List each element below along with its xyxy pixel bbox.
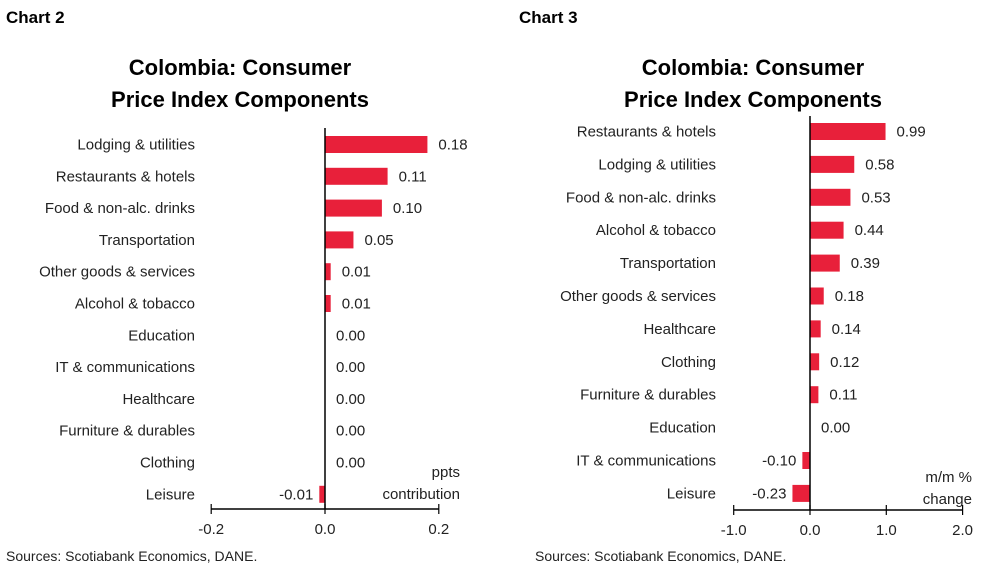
value-label: 0.44 — [855, 222, 884, 239]
category-label: Restaurants & hotels — [56, 168, 195, 185]
unit-label-line-1: m/m % — [925, 469, 972, 486]
value-label: 0.00 — [336, 455, 365, 472]
value-label: 0.18 — [438, 137, 467, 154]
category-label: Clothing — [140, 455, 195, 472]
value-label: 0.58 — [865, 156, 894, 173]
value-label: 0.14 — [832, 321, 861, 338]
category-label: Education — [649, 420, 716, 437]
value-label: 0.00 — [336, 359, 365, 376]
bar — [810, 353, 820, 371]
bar — [810, 221, 844, 239]
category-label: Food & non-alc. drinks — [45, 200, 195, 217]
bar — [325, 136, 428, 153]
value-label: 0.39 — [851, 255, 880, 272]
value-label: 0.99 — [897, 124, 926, 141]
bar — [810, 155, 855, 173]
category-label: Lodging & utilities — [598, 156, 716, 173]
chart-3-plot: Restaurants & hotels 0.99 Lodging & utilit… — [560, 116, 973, 539]
bar — [810, 287, 824, 305]
x-tick-label: 0.2 — [428, 521, 449, 538]
category-label: Transportation — [99, 232, 195, 249]
value-label: 0.11 — [829, 387, 857, 404]
bar — [325, 231, 354, 249]
x-tick-label: 1.0 — [876, 522, 897, 539]
category-label: Other goods & services — [39, 264, 195, 281]
bar — [810, 188, 851, 206]
bar — [325, 295, 331, 312]
chart-label: Chart 2 — [6, 8, 65, 27]
value-label: 0.00 — [821, 420, 850, 437]
category-label: Furniture & durables — [59, 423, 195, 440]
value-label: -0.01 — [279, 486, 313, 503]
category-label: Education — [128, 327, 195, 344]
chart-title-line-2: Price Index Components — [624, 87, 882, 112]
category-label: Transportation — [620, 255, 716, 272]
category-label: IT & communications — [576, 453, 716, 470]
x-tick-label: 2.0 — [952, 522, 973, 539]
value-label: 0.12 — [830, 354, 859, 371]
x-tick-label: -0.2 — [198, 521, 224, 538]
x-tick-label: -1.0 — [721, 522, 747, 539]
category-label: Lodging & utilities — [77, 137, 195, 154]
chart-title-line-1: Colombia: Consumer — [641, 55, 865, 80]
chart-title: Colombia: Consumer Price Index Component… — [563, 52, 943, 116]
value-label: 0.00 — [336, 423, 365, 440]
category-label: Food & non-alc. drinks — [566, 189, 716, 206]
chart-3-panel: Chart 3 Colombia: Consumer Price Index C… — [497, 0, 994, 579]
category-label: Other goods & services — [560, 288, 716, 305]
category-label: Clothing — [661, 354, 716, 371]
bar — [802, 452, 810, 469]
value-label: -0.23 — [752, 485, 786, 502]
category-label: Healthcare — [122, 391, 195, 408]
bar — [810, 254, 840, 272]
value-label: 0.11 — [399, 168, 427, 185]
value-label: 0.01 — [342, 296, 371, 313]
bar — [810, 386, 819, 404]
x-tick-label: 0.0 — [315, 521, 336, 538]
bar — [325, 199, 382, 217]
x-tick-label: 0.0 — [800, 522, 821, 539]
bar — [325, 167, 388, 185]
chart-title: Colombia: Consumer Price Index Component… — [50, 52, 430, 116]
value-label: 0.05 — [364, 232, 393, 249]
category-label: Leisure — [667, 485, 716, 502]
category-label: Leisure — [146, 486, 195, 503]
chart-title-line-2: Price Index Components — [111, 87, 369, 112]
chart-title-line-1: Colombia: Consumer — [128, 55, 352, 80]
category-label: Restaurants & hotels — [577, 124, 716, 141]
bar — [325, 263, 331, 281]
chart-source: Sources: Scotiabank Economics, DANE. — [6, 548, 258, 564]
category-label: IT & communications — [55, 359, 195, 376]
bar — [810, 123, 886, 140]
category-label: Furniture & durables — [580, 387, 716, 404]
unit-label-line-1: ppts — [432, 464, 460, 481]
category-label: Alcohol & tobacco — [75, 296, 195, 313]
category-label: Alcohol & tobacco — [596, 222, 716, 239]
value-label: 0.00 — [336, 327, 365, 344]
bar — [810, 320, 821, 338]
unit-label-line-2: contribution — [382, 486, 460, 503]
chart-label: Chart 3 — [519, 8, 578, 27]
bar — [792, 484, 810, 502]
value-label: -0.10 — [762, 453, 796, 470]
chart-source: Sources: Scotiabank Economics, DANE. — [535, 548, 787, 564]
value-label: 0.10 — [393, 200, 422, 217]
chart-2-panel: Chart 2 Colombia: Consumer Price Index C… — [6, 8, 468, 564]
value-label: 0.18 — [835, 288, 864, 305]
unit-label-line-2: change — [923, 491, 972, 508]
value-label: 0.01 — [342, 264, 371, 281]
value-label: 0.53 — [861, 189, 890, 206]
value-label: 0.00 — [336, 391, 365, 408]
category-label: Healthcare — [643, 321, 716, 338]
bar — [319, 485, 325, 503]
chart-2-plot: Lodging & utilities 0.18 Restaurants & hot… — [39, 128, 468, 538]
